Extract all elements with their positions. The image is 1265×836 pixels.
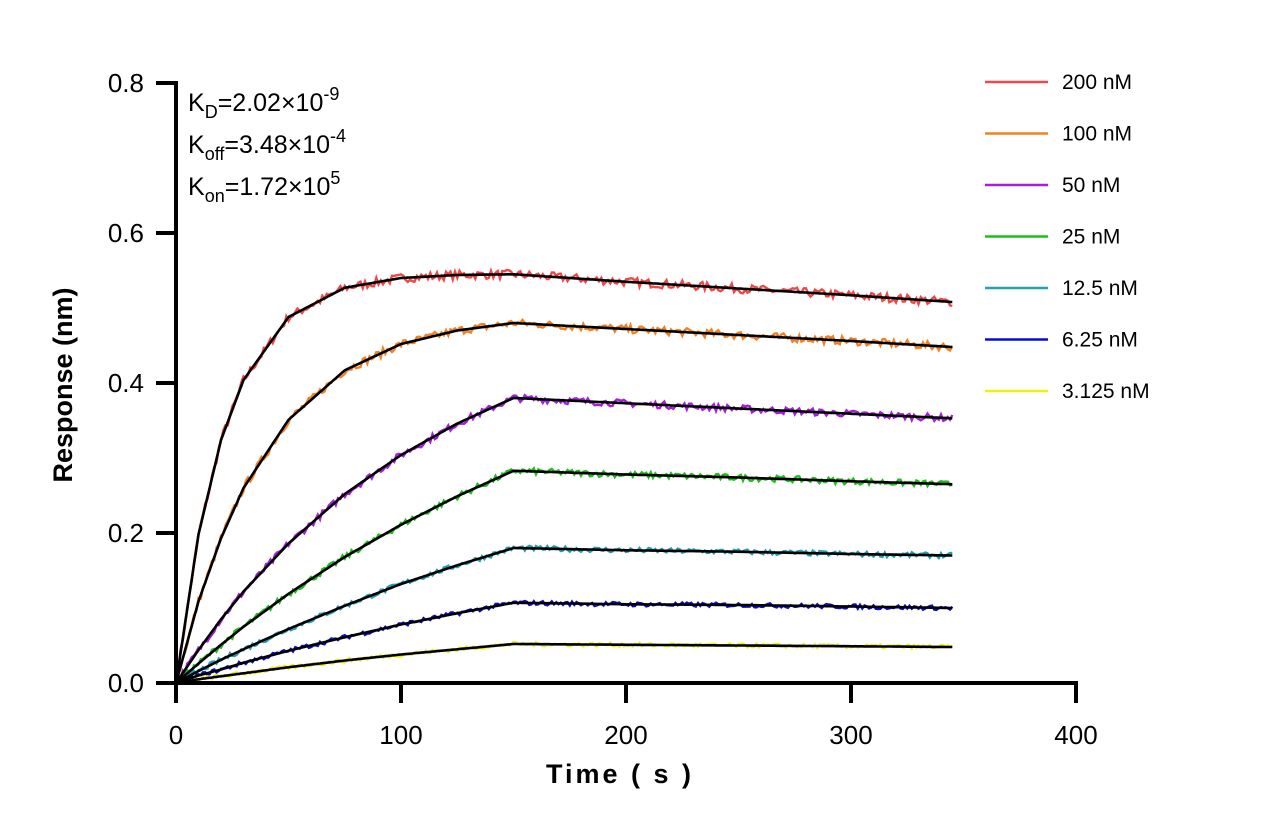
- legend-item: 3.125 nM: [985, 380, 1150, 403]
- series-line-50-nM: [175, 393, 954, 684]
- y-tick-label: 0.2: [108, 518, 144, 548]
- fit-curve: [175, 469, 953, 684]
- legend-label: 12.5 nM: [1062, 277, 1138, 300]
- fit-curves: [174, 273, 953, 685]
- kinetic-constant-D: KD=2.02×10-9: [188, 84, 339, 122]
- legend-label: 25 nM: [1062, 226, 1120, 249]
- fit-curve: [174, 273, 953, 684]
- x-tick-label: 0: [169, 720, 183, 750]
- fit-curve: [175, 601, 953, 685]
- fit-curve: [175, 546, 953, 685]
- fit-curve: [174, 396, 953, 684]
- y-tick-label: 0.0: [108, 668, 144, 698]
- x-tick-label: 200: [604, 720, 647, 750]
- legend-item: 12.5 nM: [985, 277, 1138, 300]
- kinetic-constants: KD=2.02×10-9 Koff=3.48×10-4 Kon=1.72×105: [188, 84, 346, 206]
- series-line-12-5-nM: [175, 544, 953, 686]
- kinetic-constant-on: Kon=1.72×105: [188, 168, 340, 206]
- fit-curve: [174, 321, 953, 684]
- kinetic-constant-off: Koff=3.48×10-4: [188, 126, 346, 164]
- y-tick-label: 0.6: [108, 218, 144, 248]
- x-tick-label: 100: [379, 720, 422, 750]
- legend-item: 100 nM: [985, 123, 1132, 146]
- series-line-3-125-nM: [175, 640, 953, 685]
- ticks: 0 100 200 300 400 0.0 0.2 0.4 0.6 0.8: [108, 68, 1098, 750]
- legend-label: 3.125 nM: [1062, 380, 1150, 403]
- axes: [174, 81, 1078, 685]
- legend-label: 200 nM: [1062, 71, 1132, 94]
- legend-item: 200 nM: [985, 71, 1132, 94]
- legend-label: 50 nM: [1062, 174, 1120, 197]
- legend: 200 nM 100 nM 50 nM 25 nM 12.5 nM 6.25 nM 3.12…: [985, 71, 1150, 403]
- legend-item: 50 nM: [985, 174, 1120, 197]
- x-tick-label: 300: [829, 720, 872, 750]
- series-layer: [174, 266, 954, 686]
- y-tick-label: 0.8: [108, 68, 144, 98]
- fit-curve: [175, 642, 953, 685]
- legend-label: 6.25 nM: [1062, 329, 1138, 352]
- legend-item: 6.25 nM: [985, 329, 1138, 352]
- x-tick-label: 400: [1054, 720, 1097, 750]
- y-tick-label: 0.4: [108, 368, 144, 398]
- legend-item: 25 nM: [985, 226, 1120, 249]
- series-line-200-nM: [174, 266, 953, 684]
- x-axis-label: Time ( s ): [546, 759, 694, 789]
- y-axis-label: Response (nm): [48, 287, 78, 482]
- series-line-6-25-nM: [175, 599, 954, 686]
- legend-label: 100 nM: [1062, 123, 1132, 146]
